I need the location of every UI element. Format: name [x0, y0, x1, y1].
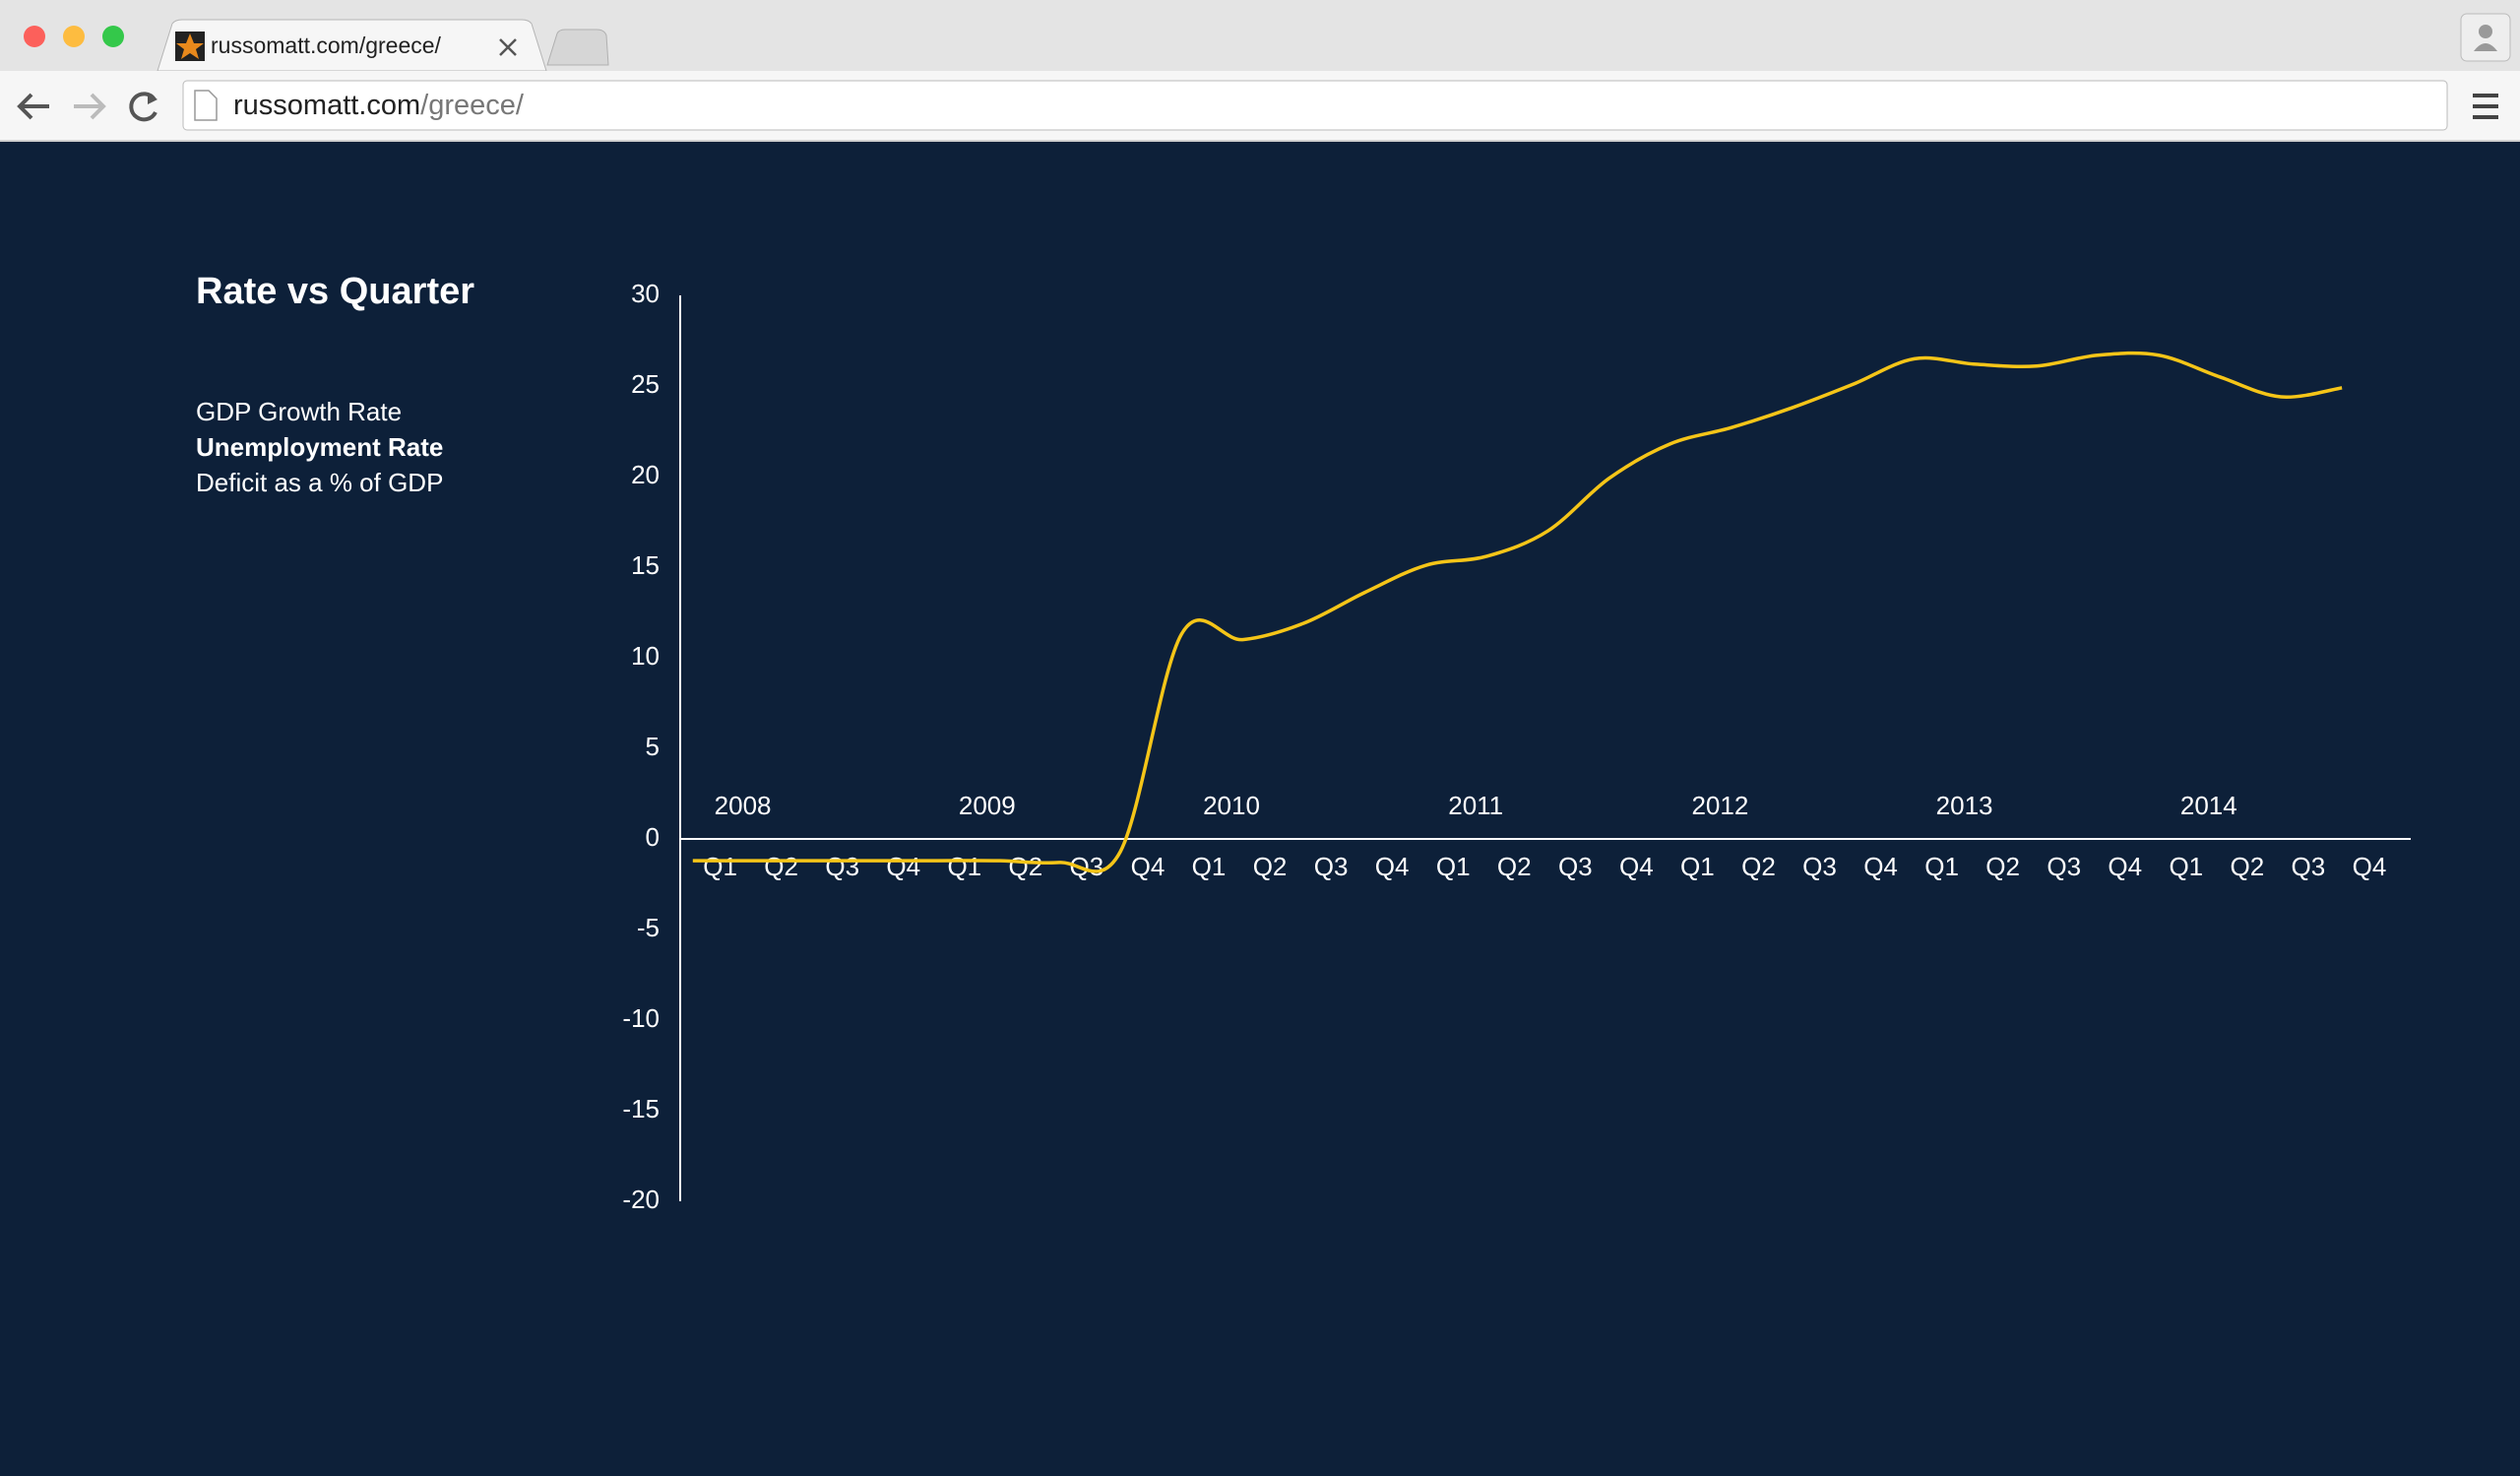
zoom-window[interactable] [102, 26, 124, 47]
y-tick-label: -10 [622, 1003, 660, 1033]
x-tick-label: Q1 [1436, 852, 1471, 881]
url-host: russomatt.com [233, 90, 420, 121]
address-bar[interactable] [182, 80, 2448, 131]
profile-icon [2474, 43, 2497, 51]
x-tick-label: Q4 [1619, 852, 1654, 881]
year-label: 2014 [2180, 791, 2237, 820]
x-tick-label: Q2 [1009, 852, 1043, 881]
favicon-star [176, 33, 204, 59]
x-tick-label: Q4 [1375, 852, 1410, 881]
x-tick-label: Q1 [1680, 852, 1715, 881]
new-tab[interactable] [546, 29, 609, 66]
metric-option[interactable]: Unemployment Rate [196, 432, 443, 462]
x-tick-label: Q1 [2169, 852, 2203, 881]
y-tick-label: -20 [622, 1185, 660, 1214]
x-tick-label: Q3 [1802, 852, 1837, 881]
tab-title: russomatt.com/greece/ [211, 32, 442, 58]
x-tick-label: Q3 [825, 852, 859, 881]
x-tick-label: Q4 [886, 852, 920, 881]
reload-icon [148, 93, 158, 104]
page-icon [194, 90, 218, 121]
url: russomatt.com/greece/ [233, 90, 525, 121]
x-tick-label: Q4 [2108, 852, 2142, 881]
y-tick-label: 15 [631, 550, 660, 580]
x-tick-label: Q1 [947, 852, 981, 881]
reload-button[interactable] [129, 92, 158, 122]
x-tick-label: Q3 [2047, 852, 2081, 881]
x-tick-label: Q4 [2353, 852, 2387, 881]
x-tick-label: Q2 [764, 852, 798, 881]
x-tick-label: Q2 [2231, 852, 2265, 881]
x-tick-label: Q1 [703, 852, 737, 881]
data-line [692, 351, 2343, 873]
x-tick-label: Q1 [1192, 852, 1227, 881]
active-tab[interactable] [157, 19, 547, 72]
year-label: 2013 [1936, 791, 1993, 820]
y-tick-label: -15 [622, 1094, 660, 1123]
back-button[interactable] [17, 93, 49, 120]
y-tick-label: 20 [631, 460, 660, 489]
y-tick-label: -5 [637, 913, 660, 942]
year-label: 2010 [1203, 791, 1260, 820]
year-label: 2009 [959, 791, 1016, 820]
y-tick-label: 30 [631, 279, 660, 308]
x-tick-label: Q4 [1863, 852, 1898, 881]
x-tick-label: Q3 [2292, 852, 2326, 881]
profile-icon [2479, 25, 2492, 38]
close-window[interactable] [24, 26, 45, 47]
x-tick-label: Q3 [1558, 852, 1593, 881]
metric-option[interactable]: Deficit as a % of GDP [196, 468, 443, 497]
x-tick-label: Q2 [1741, 852, 1776, 881]
year-label: 2008 [715, 791, 772, 820]
y-tick-label: 5 [646, 732, 660, 761]
x-tick-label: Q2 [1985, 852, 2020, 881]
x-tick-label: Q2 [1253, 852, 1288, 881]
menu-button[interactable] [2473, 94, 2498, 119]
chart-title: Rate vs Quarter [196, 271, 474, 312]
metric-option[interactable]: GDP Growth Rate [196, 397, 402, 426]
y-tick-label: 10 [631, 641, 660, 671]
x-tick-label: Q3 [1314, 852, 1349, 881]
y-tick-label: 25 [631, 369, 660, 399]
url-path: /greece/ [420, 90, 525, 121]
y-tick-label: 0 [646, 822, 660, 852]
forward-button[interactable] [74, 93, 106, 120]
x-tick-label: Q4 [1131, 852, 1166, 881]
x-tick-label: Q2 [1497, 852, 1532, 881]
year-label: 2012 [1691, 791, 1748, 820]
year-label: 2011 [1448, 791, 1503, 820]
minimize-window[interactable] [63, 26, 85, 47]
x-tick-label: Q1 [1924, 852, 1959, 881]
close-tab[interactable] [499, 38, 517, 56]
